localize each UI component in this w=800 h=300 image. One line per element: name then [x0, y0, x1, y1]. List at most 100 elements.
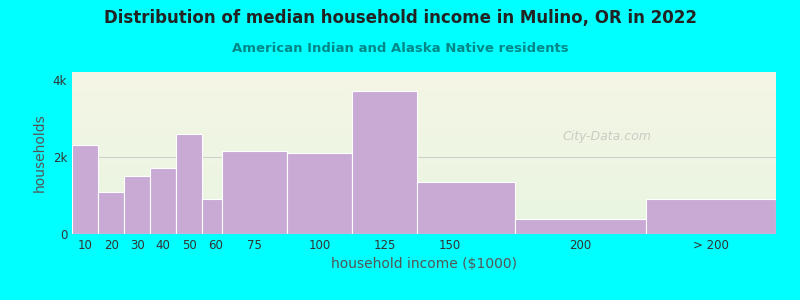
Bar — [72, 122, 776, 123]
Bar — [72, 97, 776, 98]
Bar — [72, 188, 776, 189]
Bar — [72, 100, 776, 101]
Bar — [72, 220, 776, 221]
Bar — [72, 196, 776, 197]
Bar — [72, 206, 776, 207]
Bar — [72, 152, 776, 153]
Bar — [72, 94, 776, 95]
Bar — [72, 185, 776, 186]
Bar — [72, 151, 776, 152]
Bar — [72, 231, 776, 232]
Bar — [72, 155, 776, 156]
Bar — [72, 105, 776, 106]
Bar — [72, 190, 776, 191]
Bar — [72, 214, 776, 215]
Bar — [98, 192, 124, 234]
Bar — [72, 78, 776, 79]
Bar — [72, 211, 776, 212]
Bar — [72, 189, 776, 190]
Bar — [72, 92, 776, 93]
Bar — [72, 74, 776, 75]
Bar — [72, 82, 776, 83]
Bar — [72, 76, 776, 77]
Bar — [72, 175, 776, 176]
Bar — [72, 81, 776, 82]
Bar — [72, 179, 776, 180]
Bar — [72, 228, 776, 229]
Bar — [72, 103, 776, 104]
Bar — [72, 147, 776, 148]
Bar — [72, 133, 776, 134]
Bar — [72, 114, 776, 115]
Bar — [222, 151, 287, 234]
Bar — [72, 197, 776, 198]
Bar — [72, 154, 776, 155]
Bar — [72, 194, 776, 195]
Bar — [202, 199, 222, 234]
Bar — [72, 215, 776, 216]
Bar — [72, 140, 776, 141]
Bar — [176, 134, 202, 234]
Bar — [72, 128, 776, 129]
Bar — [72, 96, 776, 97]
Bar — [72, 95, 776, 96]
Bar — [72, 204, 776, 205]
Bar — [72, 221, 776, 222]
Bar — [72, 167, 776, 168]
Bar — [72, 121, 776, 122]
Bar — [72, 205, 776, 206]
Bar — [72, 145, 776, 146]
Bar — [72, 145, 98, 234]
Bar — [72, 112, 776, 113]
Bar — [72, 160, 776, 161]
Bar — [72, 137, 776, 138]
Bar — [72, 116, 776, 117]
Bar — [72, 198, 776, 199]
Bar — [72, 166, 776, 167]
Y-axis label: households: households — [34, 114, 47, 192]
Bar — [72, 208, 776, 209]
Bar — [72, 106, 776, 107]
Bar — [515, 219, 646, 234]
Bar — [72, 192, 776, 193]
Bar — [72, 87, 776, 88]
Bar — [72, 224, 776, 225]
Bar — [72, 120, 776, 121]
Bar — [72, 176, 776, 177]
Bar — [72, 142, 776, 143]
Bar — [72, 217, 776, 218]
Bar — [72, 104, 776, 105]
Bar — [72, 202, 776, 203]
Bar — [72, 124, 776, 125]
Bar — [72, 186, 776, 187]
Bar — [72, 123, 776, 124]
Bar — [72, 136, 776, 137]
Bar — [72, 163, 776, 164]
Bar — [72, 164, 776, 165]
Bar — [72, 126, 776, 127]
Text: American Indian and Alaska Native residents: American Indian and Alaska Native reside… — [232, 42, 568, 55]
Bar — [72, 180, 776, 181]
Bar — [72, 227, 776, 228]
Bar — [72, 125, 776, 126]
Bar — [72, 232, 776, 233]
Bar — [72, 86, 776, 87]
Bar — [72, 212, 776, 213]
Bar — [72, 102, 776, 103]
Bar — [72, 90, 776, 91]
Bar — [72, 182, 776, 183]
Bar — [124, 176, 150, 234]
Bar — [72, 141, 776, 142]
Bar — [72, 172, 776, 173]
Bar — [72, 88, 776, 89]
Bar — [72, 213, 776, 214]
Bar — [72, 156, 776, 157]
Bar — [72, 177, 776, 178]
Bar — [72, 184, 776, 185]
Bar — [72, 199, 776, 200]
Bar — [72, 158, 776, 159]
Bar — [418, 182, 515, 234]
Bar — [72, 89, 776, 90]
Bar — [72, 83, 776, 84]
Bar — [72, 150, 776, 151]
